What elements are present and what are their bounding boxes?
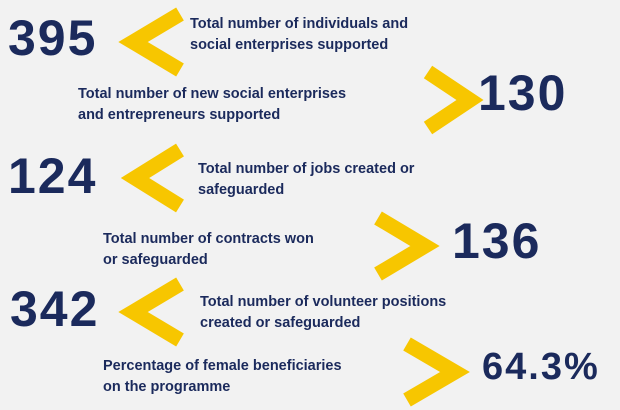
stat-row: 64.3% Percentage of female beneficiaries o… [103, 337, 600, 407]
stat-row: 130 Total number of new social enterprise… [78, 65, 567, 135]
stat-row: 124 Total number of jobs created or safegu… [8, 143, 415, 213]
chevron [423, 65, 484, 135]
stat-label: on the programme [103, 379, 230, 395]
stat-row: 342 Total number of volunteer positions cr… [10, 277, 446, 347]
stat-label: Total number of contracts won [103, 231, 314, 247]
chevron [120, 143, 184, 213]
stat-number: 136 [452, 213, 541, 269]
stat-label: created or safeguarded [200, 315, 360, 331]
stat-number: 395 [8, 10, 97, 66]
chevron [403, 337, 470, 407]
stat-label: and entrepreneurs supported [78, 107, 280, 123]
stat-number: 124 [8, 148, 97, 204]
stat-row: 395 Total number of individuals and social… [8, 7, 408, 77]
stat-label: Total number of new social enterprises [78, 86, 346, 102]
stat-number: 130 [478, 65, 567, 121]
chevron [118, 277, 184, 347]
stat-number: 342 [10, 281, 99, 337]
stat-number: 64.3% [482, 346, 600, 388]
stat-label: safeguarded [198, 182, 284, 198]
stat-label: Percentage of female beneficiaries [103, 358, 342, 374]
chevron [374, 211, 440, 281]
stat-label: Total number of volunteer positions [200, 294, 446, 310]
stat-row: 136 Total number of contracts won or safeg… [103, 211, 541, 281]
stat-label: or safeguarded [103, 252, 208, 268]
stat-label: Total number of jobs created or [198, 161, 415, 177]
stat-label: Total number of individuals and [190, 16, 408, 32]
stat-label: social enterprises supported [190, 37, 388, 53]
chevron [118, 7, 184, 77]
